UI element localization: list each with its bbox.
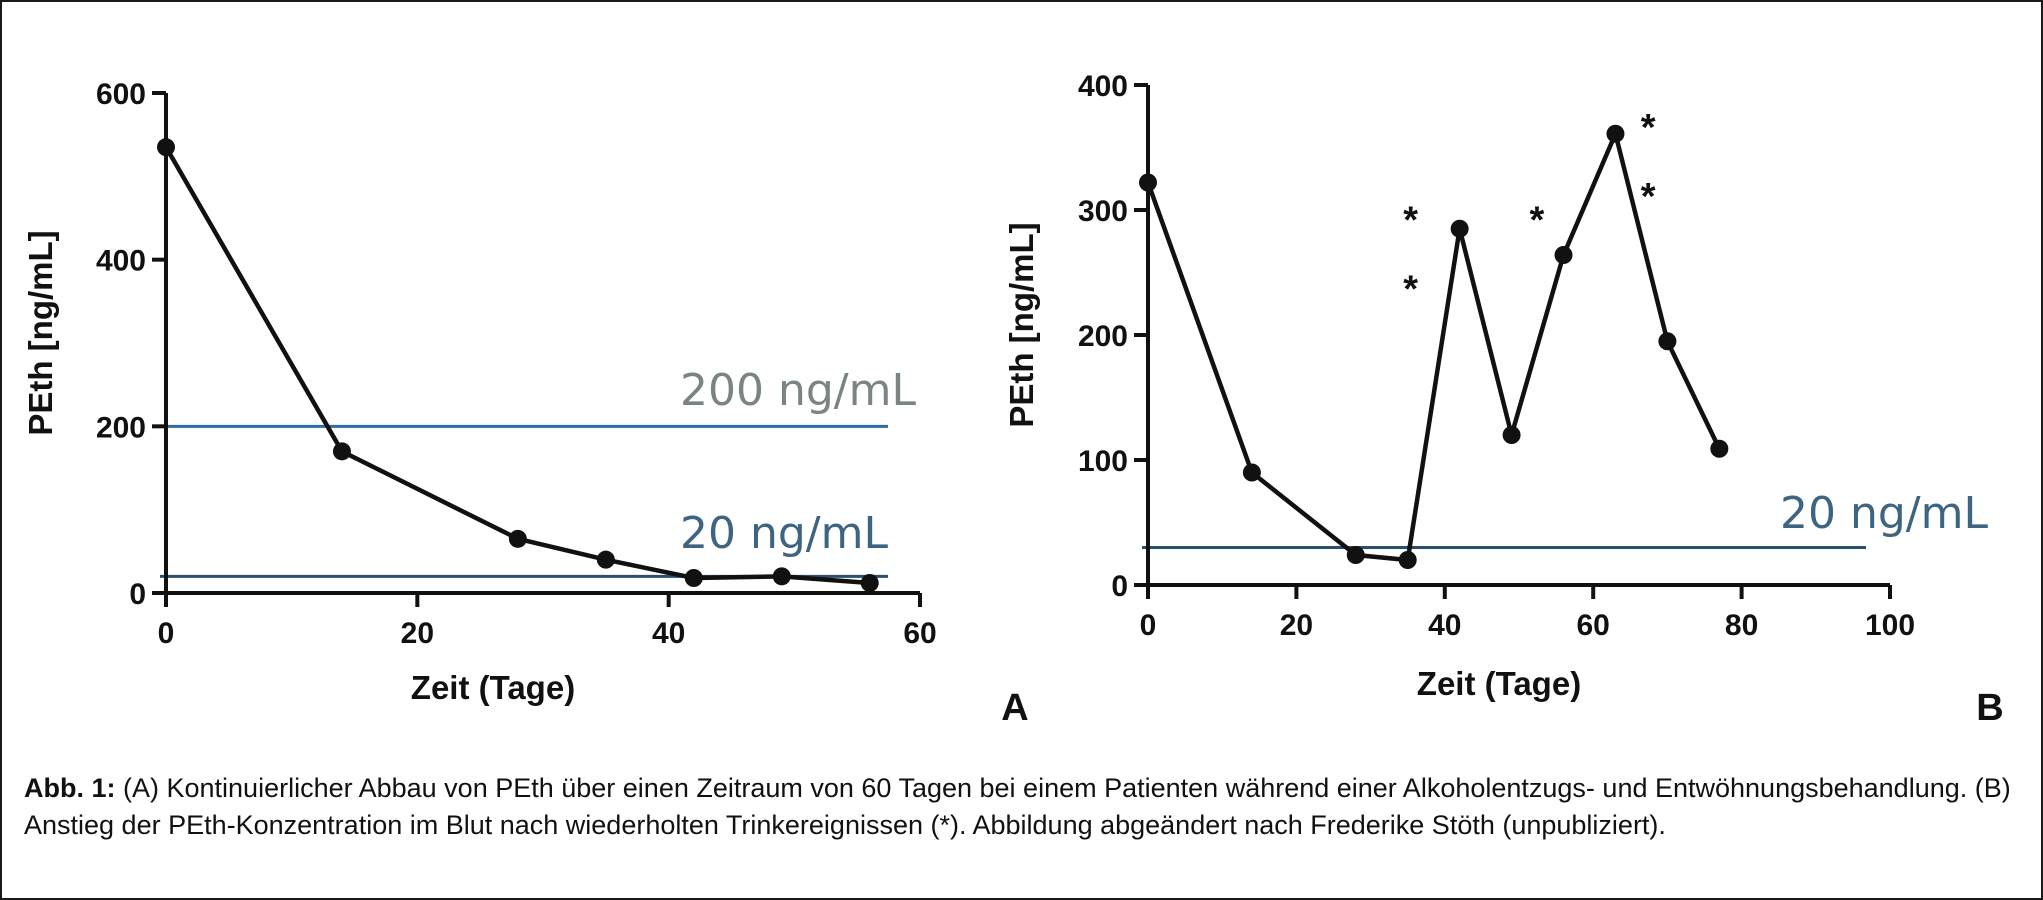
x-tick-label: 100 <box>1865 609 1915 642</box>
data-point <box>772 567 791 586</box>
x-tick-label: 0 <box>158 617 175 650</box>
data-point <box>1502 426 1521 444</box>
x-tick-label: 40 <box>652 617 685 650</box>
data-point <box>157 138 175 157</box>
reference-line-label: 200 ng/mL <box>680 365 916 416</box>
data-point <box>1606 124 1625 143</box>
y-tick-label: 400 <box>1078 70 1128 103</box>
data-point <box>1450 219 1469 238</box>
data-point <box>1554 246 1573 264</box>
panel-letter: B <box>1976 687 2003 729</box>
x-tick-label: 40 <box>1428 609 1461 642</box>
y-tick-label: 300 <box>1078 195 1128 228</box>
data-point <box>596 550 615 569</box>
data-point <box>1139 173 1157 192</box>
asterisk-annotation: * <box>1529 200 1544 242</box>
y-tick-label: 600 <box>96 78 146 111</box>
caption-text: (A) Kontinuierlicher Abbau von PEth über… <box>24 773 2011 840</box>
series-line <box>1145 131 1722 563</box>
data-point <box>1658 332 1677 351</box>
data-point <box>684 569 703 587</box>
y-tick-label: 100 <box>1078 445 1128 478</box>
asterisk-annotation: * <box>1403 268 1418 310</box>
caption-label: Abb. 1: <box>24 773 116 803</box>
chart-panel-b: 20 ng/mL 0 100 200 300 400 0 20 40 60 80 100 PEth [n… <box>1003 70 2004 729</box>
data-point <box>508 529 527 548</box>
asterisk-annotation: * <box>1403 200 1418 242</box>
data-point <box>1346 546 1365 564</box>
x-tick-label: 20 <box>401 617 434 650</box>
y-tick-label: 200 <box>96 411 146 444</box>
x-axis-title: Zeit (Tage) <box>411 669 575 706</box>
y-tick-label: 400 <box>96 245 146 278</box>
x-tick-label: 60 <box>1577 609 1610 642</box>
reference-line-label: 20 ng/mL <box>1780 488 1988 539</box>
data-point <box>1242 463 1261 482</box>
y-tick-label: 200 <box>1078 320 1128 353</box>
x-tick-label: 80 <box>1725 609 1758 642</box>
reference-line-label: 20 ng/mL <box>680 508 888 559</box>
asterisk-annotation: * <box>1641 176 1656 218</box>
x-axis-title: Zeit (Tage) <box>1417 665 1581 702</box>
figure-caption: Abb. 1: (A) Kontinuierlicher Abbau von P… <box>24 770 2014 844</box>
y-tick-label: 0 <box>129 578 146 611</box>
x-tick-label: 20 <box>1280 609 1313 642</box>
data-point <box>1398 551 1417 569</box>
data-point <box>1710 439 1729 458</box>
y-axis-title: PEth [ng/mL] <box>22 230 59 435</box>
x-tick-label: 0 <box>1140 609 1157 642</box>
y-tick-label: 0 <box>1111 570 1128 603</box>
x-tick-label: 60 <box>903 617 936 650</box>
panel-letter: A <box>1001 687 1028 729</box>
chart-panel-a: 200 ng/mL 20 ng/mL 0 200 400 600 0 20 40 60 PEth [… <box>22 78 1029 729</box>
data-point <box>332 442 351 461</box>
data-point <box>860 574 879 592</box>
asterisk-annotation: * <box>1641 107 1656 149</box>
y-axis-title: PEth [ng/mL] <box>1003 222 1040 427</box>
